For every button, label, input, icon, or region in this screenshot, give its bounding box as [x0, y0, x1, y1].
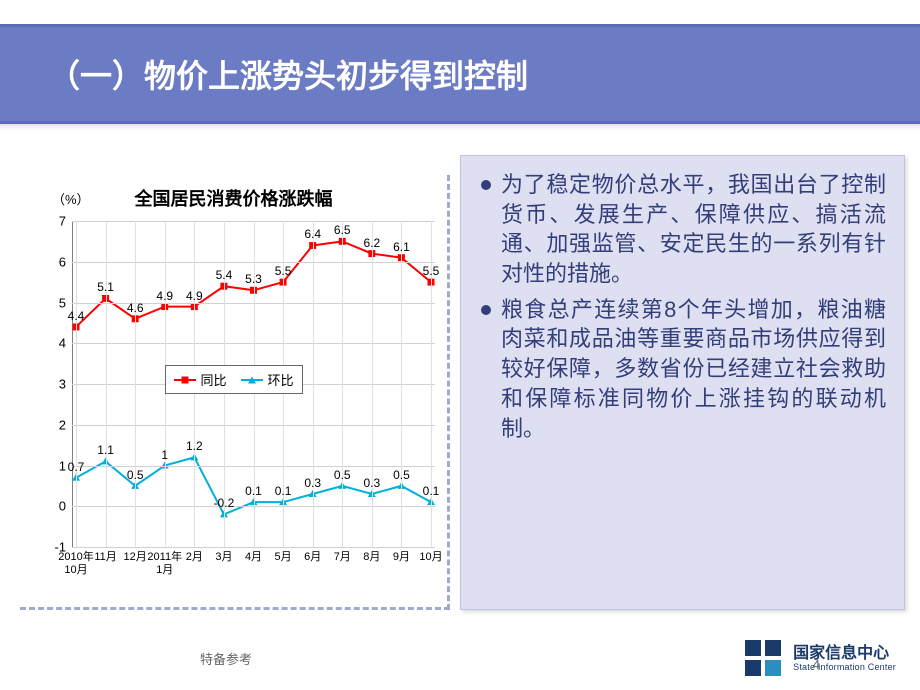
vgridline — [106, 221, 107, 547]
value-label: -0.2 — [214, 496, 235, 510]
value-label: 5.3 — [245, 272, 262, 286]
legend-label-series2: 环比 — [268, 370, 294, 389]
value-label: 5.5 — [423, 264, 440, 278]
value-label: 5.4 — [216, 268, 233, 282]
value-label: 4.9 — [156, 289, 173, 303]
y-tick-label: 5 — [42, 295, 66, 310]
bullet-list: 为了稳定物价总水平，我国出台了控制货币、发展生产、保障供应、搞活流通、加强监管、… — [471, 170, 886, 443]
logo-name-cn: 国家信息中心 — [793, 645, 896, 663]
value-label: 0.1 — [423, 484, 440, 498]
value-label: 6.1 — [393, 240, 410, 254]
footer-reference: 特备参考 — [200, 649, 252, 668]
logo-mark-icon — [743, 638, 785, 680]
text-panel: 为了稳定物价总水平，我国出台了控制货币、发展生产、保障供应、搞活流通、加强监管、… — [460, 155, 905, 610]
legend-item-series1: 同比 — [173, 370, 226, 389]
legend-marker-series1 — [173, 379, 195, 381]
value-label: 4.4 — [68, 309, 85, 323]
chart-y-unit: （%） — [52, 189, 90, 208]
vgridline — [313, 221, 314, 547]
chart-legend: 同比 环比 — [164, 365, 302, 394]
value-label: 5.1 — [97, 280, 114, 294]
logo-name-en: State Information Center — [793, 663, 896, 673]
vgridline — [342, 221, 343, 547]
value-label: 0.5 — [334, 468, 351, 482]
org-logo: 国家信息中心 State Information Center — [743, 638, 896, 680]
value-label: 1 — [161, 448, 168, 462]
value-label: 4.9 — [186, 289, 203, 303]
value-label: 4.6 — [127, 301, 144, 315]
logo-text: 国家信息中心 State Information Center — [793, 645, 896, 672]
value-label: 1.1 — [97, 443, 114, 457]
vgridline — [76, 221, 77, 547]
y-tick-label: 7 — [42, 214, 66, 229]
value-label: 1.2 — [186, 439, 203, 453]
vgridline — [401, 221, 402, 547]
y-tick-label: 2 — [42, 417, 66, 432]
slide-title: （一）物价上涨势头初步得到控制 — [48, 51, 528, 97]
value-label: 0.1 — [245, 484, 262, 498]
legend-label-series1: 同比 — [200, 370, 226, 389]
y-tick-label: 3 — [42, 377, 66, 392]
value-label: 0.7 — [68, 460, 85, 474]
value-label: 0.3 — [304, 476, 321, 490]
legend-marker-series2 — [241, 379, 263, 381]
bullet-item: 为了稳定物价总水平，我国出台了控制货币、发展生产、保障供应、搞活流通、加强监管、… — [471, 170, 886, 289]
value-label: 0.5 — [127, 468, 144, 482]
vgridline — [372, 221, 373, 547]
y-tick-label: 6 — [42, 254, 66, 269]
value-label: 0.5 — [393, 468, 410, 482]
value-label: 0.3 — [363, 476, 380, 490]
title-shadow — [0, 124, 920, 130]
value-label: 0.1 — [275, 484, 292, 498]
vgridline — [135, 221, 136, 547]
x-tick-label: 10月 — [411, 547, 451, 564]
value-label: 6.4 — [304, 227, 321, 241]
legend-item-series2: 环比 — [241, 370, 294, 389]
y-tick-label: 1 — [42, 458, 66, 473]
title-bar: （一）物价上涨势头初步得到控制 — [0, 24, 920, 134]
value-label: 6.5 — [334, 223, 351, 237]
y-tick-label: 0 — [42, 499, 66, 514]
y-tick-label: 4 — [42, 336, 66, 351]
bullet-item: 粮食总产连续第8个年头增加，粮油糖肉菜和成品油等重要商品市场供应得到较好保障，多… — [471, 295, 886, 443]
value-label: 5.5 — [275, 264, 292, 278]
chart-container: 全国居民消费价格涨跌幅 （%） -1012345672010年10月11月12月… — [20, 175, 450, 610]
value-label: 6.2 — [363, 236, 380, 250]
